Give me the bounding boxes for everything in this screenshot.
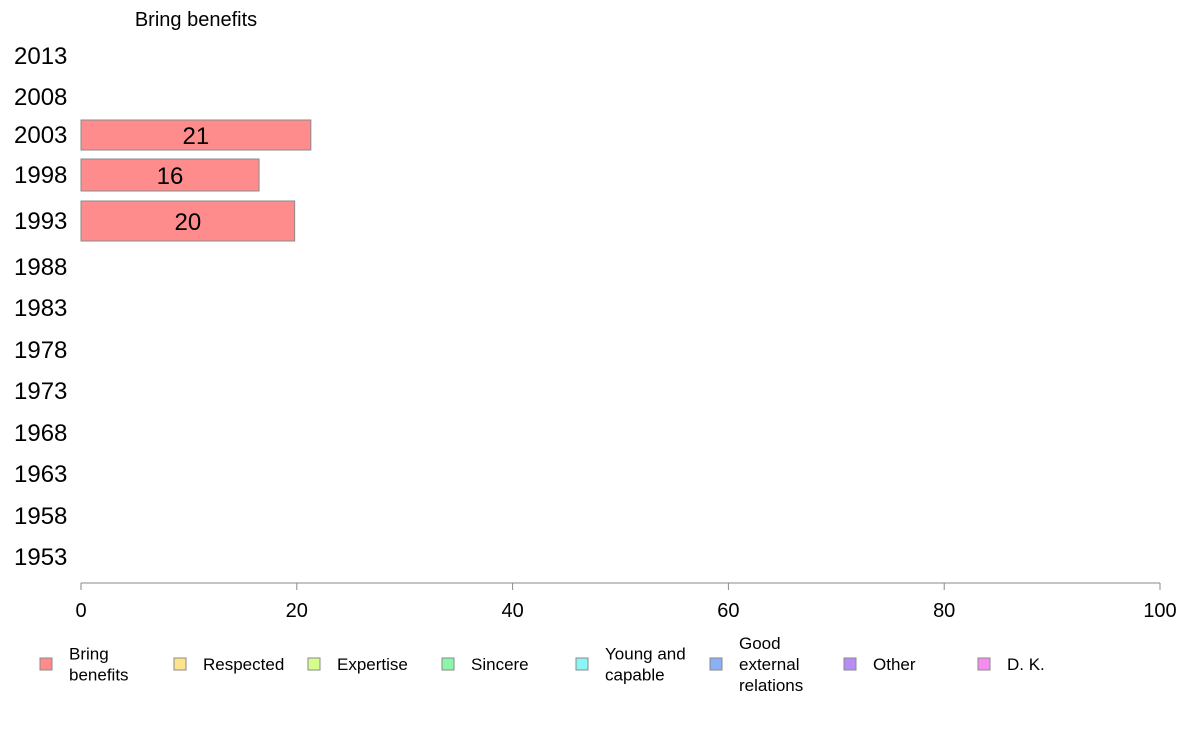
legend-item: D. K. xyxy=(977,655,1045,674)
legend-swatch xyxy=(575,657,589,671)
legend-swatch xyxy=(173,657,187,671)
y-tick-label: 1988 xyxy=(14,254,67,281)
legend-label: Expertise xyxy=(337,655,408,674)
legend-label: Good xyxy=(739,634,781,653)
y-tick-label: 2003 xyxy=(14,122,67,149)
bar xyxy=(80,158,260,192)
legend-label: Young and xyxy=(605,645,686,664)
bar-labels: 21 16 20 xyxy=(157,123,210,236)
legend-swatch xyxy=(307,657,321,671)
legend-item: Respected xyxy=(173,655,284,674)
legend-item: Good external relations xyxy=(709,634,803,695)
legend-item: Expertise xyxy=(307,655,408,674)
x-tick-label: 80 xyxy=(933,600,955,622)
legend-label: relations xyxy=(739,676,803,695)
x-tick-label: 0 xyxy=(75,600,86,622)
y-tick-label: 1963 xyxy=(14,461,67,488)
y-axis-labels: 2013 2008 2003 1998 1993 1988 1983 1978 1973 1968… xyxy=(14,43,67,571)
y-tick-label: 1973 xyxy=(14,378,67,405)
y-tick-label: 1958 xyxy=(14,503,67,530)
bar-value-label: 20 xyxy=(174,209,201,236)
legend: Bring benefits Respected Expertise Sincere Yo… xyxy=(39,634,1045,695)
legend-label: external xyxy=(739,655,799,674)
legend-item: Sincere xyxy=(441,655,529,674)
y-tick-label: 1968 xyxy=(14,420,67,447)
chart-title: Bring benefits xyxy=(135,9,257,31)
y-tick-label: 2013 xyxy=(14,43,67,70)
legend-label: benefits xyxy=(69,666,129,685)
legend-item: Young and capable xyxy=(575,645,686,685)
legend-swatch xyxy=(39,657,53,671)
x-axis: 0 20 40 60 80 100 xyxy=(75,582,1177,622)
legend-label: capable xyxy=(605,666,665,685)
x-tick-label: 100 xyxy=(1143,600,1176,622)
x-tick-label: 20 xyxy=(286,600,308,622)
y-tick-label: 1978 xyxy=(14,337,67,364)
x-tick-label: 60 xyxy=(717,600,739,622)
y-tick-label: 1983 xyxy=(14,295,67,322)
legend-label: Respected xyxy=(203,655,284,674)
bars xyxy=(80,119,312,242)
y-tick-label: 1953 xyxy=(14,544,67,571)
bar-value-label: 21 xyxy=(183,123,210,150)
legend-item: Other xyxy=(843,655,916,674)
y-tick-label: 1998 xyxy=(14,162,67,189)
y-tick-label: 1993 xyxy=(14,208,67,235)
y-tick-label: 2008 xyxy=(14,84,67,111)
legend-swatch xyxy=(709,657,723,671)
legend-label: Bring xyxy=(69,645,109,664)
legend-item: Bring benefits xyxy=(39,645,129,685)
bar xyxy=(80,200,296,242)
bar xyxy=(80,119,312,151)
legend-swatch xyxy=(843,657,857,671)
legend-label: Sincere xyxy=(471,655,529,674)
x-tick-label: 40 xyxy=(501,600,523,622)
legend-swatch xyxy=(977,657,991,671)
legend-label: Other xyxy=(873,655,916,674)
legend-swatch xyxy=(441,657,455,671)
legend-label: D. K. xyxy=(1007,655,1045,674)
bar-value-label: 16 xyxy=(157,163,184,190)
